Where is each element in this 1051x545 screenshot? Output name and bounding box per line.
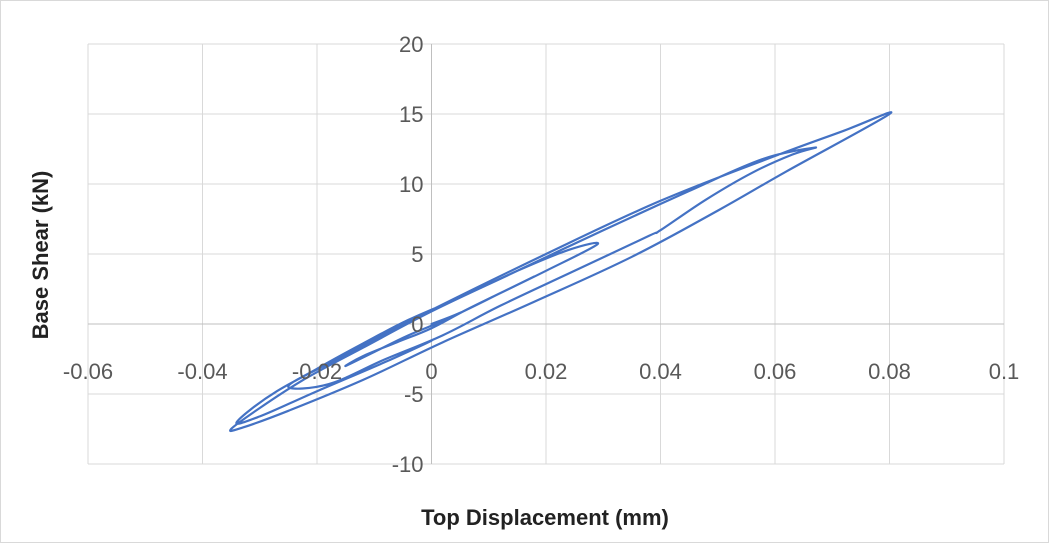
x-tick-label: 0.04 [639,359,682,384]
x-tick-label: 0.1 [989,359,1020,384]
series-layer [229,111,893,433]
y-tick-label: 15 [399,102,423,127]
x-tick-label: 0.02 [525,359,568,384]
series-line-0 [229,111,893,433]
x-axis-title: Top Displacement (mm) [421,505,669,530]
y-tick-label: 0 [411,312,423,337]
x-tick-label: 0.08 [868,359,911,384]
y-tick-label: -5 [404,382,424,407]
y-tick-label: 20 [399,32,423,57]
x-tick-label: 0 [425,359,437,384]
y-tick-label: 10 [399,172,423,197]
grid-layer [87,43,1005,465]
y-tick-label: 5 [411,242,423,267]
x-tick-label: -0.02 [292,359,342,384]
y-axis-title: Base Shear (kN) [28,171,53,340]
x-tick-label: -0.04 [177,359,227,384]
tick-layer: -0.06 -0.04 -0.02 0 0.02 0.04 0.06 0.08 0.1 -10 -5… [63,32,1019,477]
x-tick-label: 0.06 [754,359,797,384]
axis-layer [88,44,1004,464]
x-tick-label: -0.06 [63,359,113,384]
y-tick-label: -10 [392,452,424,477]
